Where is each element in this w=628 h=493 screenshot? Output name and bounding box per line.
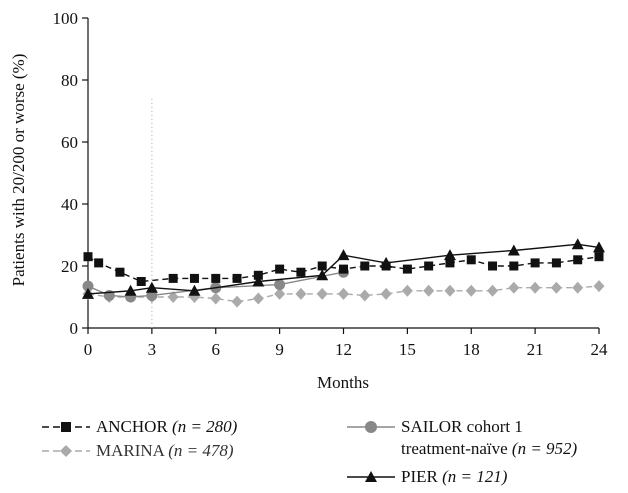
legend-swatch-anchor (42, 422, 90, 432)
data-point-square (530, 258, 540, 268)
axes: 0 20 40 60 80 100 0 3 6 9 12 15 18 21 24 (53, 9, 609, 359)
data-point-diamond (465, 284, 477, 297)
series-anchor (83, 252, 604, 286)
data-point-square (232, 273, 242, 283)
data-point-square (168, 273, 178, 283)
y-tick-label: 0 (70, 319, 79, 338)
data-point-square (551, 258, 561, 268)
data-point-diamond (210, 292, 222, 305)
legend-label-pier: PIER (n = 121) (401, 467, 508, 486)
data-point-triangle (571, 238, 584, 250)
y-tick-label: 100 (53, 9, 79, 28)
data-point-diamond (295, 287, 307, 300)
legend-swatch-pier (347, 471, 395, 482)
x-tick-label: 12 (335, 340, 352, 359)
data-point-diamond (380, 287, 392, 300)
x-tick-label: 0 (84, 340, 93, 359)
data-point-square (253, 270, 263, 280)
data-point-square (402, 264, 412, 274)
data-point-triangle (443, 249, 456, 261)
data-point-diamond (316, 287, 328, 300)
data-point-square (115, 267, 125, 277)
data-point-diamond (231, 295, 243, 308)
series-pier (82, 238, 605, 299)
data-point-square (573, 255, 583, 265)
data-point-triangle (82, 287, 94, 299)
data-point-diamond (252, 292, 264, 305)
data-point-triangle (145, 281, 158, 293)
data-point-triangle (337, 249, 350, 261)
data-point-diamond (444, 284, 456, 297)
data-point-diamond (529, 281, 541, 294)
x-tick-label: 15 (399, 340, 416, 359)
data-point-triangle (507, 244, 520, 256)
data-point-square (360, 261, 370, 271)
data-point-diamond (593, 280, 605, 293)
data-point-triangle (380, 256, 393, 268)
data-point-square (317, 261, 327, 271)
y-tick-label: 40 (61, 195, 78, 214)
legend-label-anchor: ANCHOR (n = 280) (96, 417, 238, 436)
data-point-square (594, 252, 604, 262)
data-point-triangle (593, 241, 605, 253)
x-tick-label: 24 (591, 340, 609, 359)
data-point-diamond (274, 287, 286, 300)
legend-swatch-marina (42, 445, 90, 457)
data-point-diamond (550, 281, 562, 294)
data-point-diamond (401, 284, 413, 297)
data-point-square (424, 261, 434, 271)
data-point-circle (82, 280, 94, 292)
legend-label-marina: MARINA (n = 478) (96, 441, 234, 460)
legend-label-sailor: SAILOR cohort 1 treatment-naïve (n = 952… (401, 417, 578, 458)
x-tick-label: 3 (148, 340, 157, 359)
y-tick-label: 20 (61, 257, 78, 276)
data-point-diamond (338, 287, 349, 300)
data-point-diamond (487, 284, 499, 297)
data-point-square (275, 264, 285, 274)
data-point-triangle (316, 269, 329, 281)
data-point-triangle (124, 284, 137, 296)
data-point-circle (274, 279, 286, 291)
legend-swatch-sailor (347, 421, 395, 433)
data-point-square (189, 273, 199, 283)
data-point-diamond (508, 281, 520, 294)
data-point-square (339, 264, 348, 274)
data-point-triangle (252, 275, 265, 287)
data-point-diamond (423, 284, 435, 297)
y-tick-label: 80 (61, 71, 78, 90)
data-point-square (94, 258, 104, 268)
data-point-square (445, 258, 455, 268)
data-point-diamond (572, 281, 584, 294)
x-tick-label: 18 (463, 340, 480, 359)
data-point-triangle (188, 284, 201, 296)
y-axis-label: Patients with 20/200 or worse (%) (9, 54, 28, 287)
data-point-diamond (167, 291, 179, 303)
data-point-square (466, 255, 476, 265)
data-point-square (83, 252, 93, 262)
data-point-square (211, 273, 221, 283)
x-tick-label: 6 (212, 340, 221, 359)
x-tick-label: 9 (275, 340, 284, 359)
data-point-diamond (359, 289, 371, 302)
data-point-square (509, 261, 519, 271)
x-tick-label: 21 (527, 340, 544, 359)
data-point-square (136, 277, 146, 286)
x-axis-label: Months (317, 373, 369, 392)
data-point-square (488, 261, 498, 271)
series-group (82, 238, 605, 308)
y-tick-label: 60 (61, 133, 78, 152)
data-point-square (296, 267, 306, 277)
